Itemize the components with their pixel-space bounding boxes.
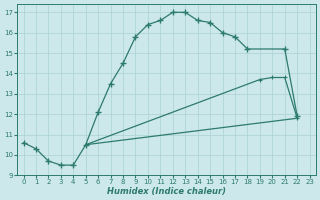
X-axis label: Humidex (Indice chaleur): Humidex (Indice chaleur) <box>107 187 226 196</box>
